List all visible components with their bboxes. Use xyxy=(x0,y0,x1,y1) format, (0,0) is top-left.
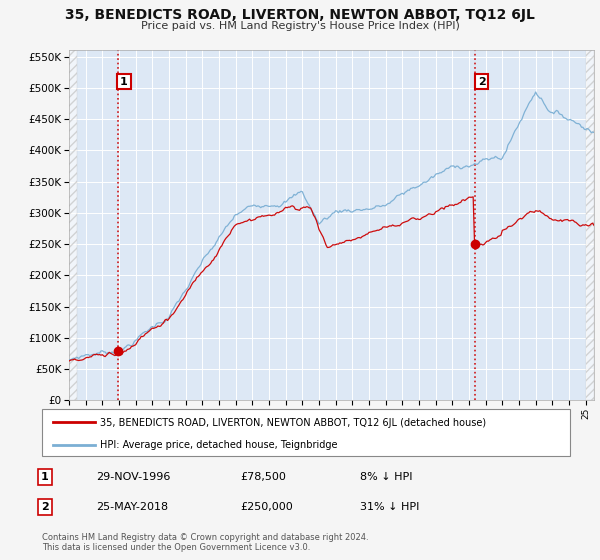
Text: 29-NOV-1996: 29-NOV-1996 xyxy=(96,472,170,482)
Text: 31% ↓ HPI: 31% ↓ HPI xyxy=(360,502,419,512)
Text: 25-MAY-2018: 25-MAY-2018 xyxy=(96,502,168,512)
Text: 2: 2 xyxy=(41,502,49,512)
Text: 8% ↓ HPI: 8% ↓ HPI xyxy=(360,472,413,482)
Text: HPI: Average price, detached house, Teignbridge: HPI: Average price, detached house, Teig… xyxy=(100,441,338,450)
Text: 35, BENEDICTS ROAD, LIVERTON, NEWTON ABBOT, TQ12 6JL: 35, BENEDICTS ROAD, LIVERTON, NEWTON ABB… xyxy=(65,8,535,22)
Text: Price paid vs. HM Land Registry's House Price Index (HPI): Price paid vs. HM Land Registry's House … xyxy=(140,21,460,31)
Text: £250,000: £250,000 xyxy=(240,502,293,512)
Text: 35, BENEDICTS ROAD, LIVERTON, NEWTON ABBOT, TQ12 6JL (detached house): 35, BENEDICTS ROAD, LIVERTON, NEWTON ABB… xyxy=(100,418,486,428)
Text: 2: 2 xyxy=(478,77,485,87)
Text: This data is licensed under the Open Government Licence v3.0.: This data is licensed under the Open Gov… xyxy=(42,543,310,552)
Text: 1: 1 xyxy=(120,77,128,87)
Text: 1: 1 xyxy=(41,472,49,482)
Text: Contains HM Land Registry data © Crown copyright and database right 2024.: Contains HM Land Registry data © Crown c… xyxy=(42,533,368,542)
Text: £78,500: £78,500 xyxy=(240,472,286,482)
